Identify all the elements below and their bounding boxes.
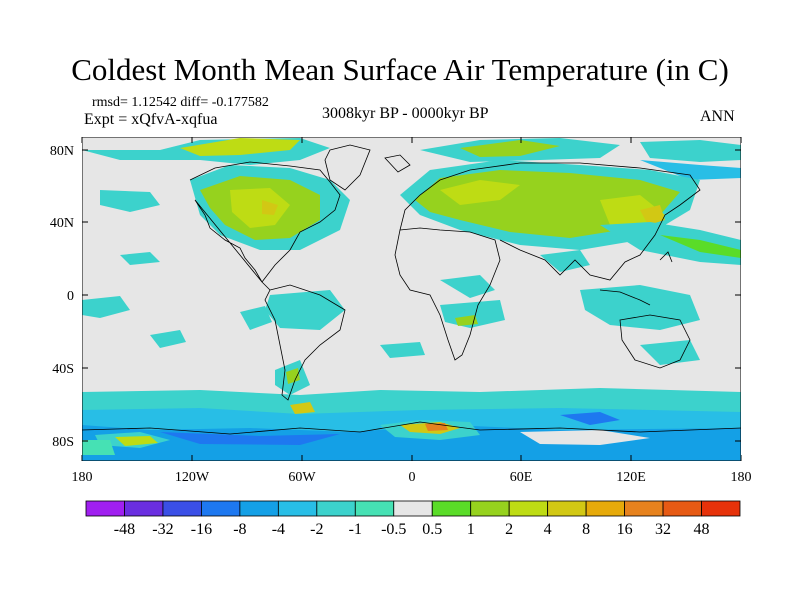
- colorbar-label: -16: [191, 521, 212, 538]
- colorbar-label: -32: [152, 521, 173, 538]
- y-tick-label: 80N: [50, 144, 74, 159]
- colorbar-swatch: [662, 500, 702, 517]
- y-axis-labels: 80N 40N 0 40S 80S: [50, 144, 74, 450]
- southern-ocean-anomaly: [82, 388, 741, 461]
- colorbar-swatch: [201, 500, 241, 517]
- colorbar-swatch: [470, 500, 510, 517]
- colorbar-swatch: [124, 500, 164, 517]
- x-tick-label: 180: [72, 470, 93, 485]
- colorbar-label: 32: [655, 521, 671, 538]
- x-tick-label: 0: [409, 470, 416, 485]
- tropical-anomaly-patches: [82, 275, 700, 395]
- colorbar-swatch: [239, 500, 279, 517]
- colorbar-label: 16: [617, 521, 633, 538]
- colorbar-swatch: [354, 500, 395, 517]
- x-tick-label: 60E: [510, 470, 533, 485]
- colorbar-swatch: [277, 500, 318, 517]
- colorbar-swatch: [508, 500, 549, 517]
- y-tick-label: 80S: [52, 435, 74, 450]
- colorbar: -48 -32 -16 -8 -4 -2 -1 -0.5 0.5 1 2 4 8 16 32 48: [85, 500, 741, 538]
- y-tick-label: 40N: [50, 216, 74, 231]
- experiment-label: Expt = xQfvA-xqfua: [84, 111, 218, 128]
- eurasia-anomaly: [400, 160, 741, 272]
- x-tick-label: 60W: [288, 470, 316, 485]
- axis-ticks: [81, 137, 742, 461]
- map-title: Coldest Month Mean Surface Air Temperatu…: [71, 52, 729, 87]
- colorbar-label: -48: [114, 521, 135, 538]
- x-axis-labels: 180 120W 60W 0 60E 120E 180: [72, 470, 752, 485]
- colorbar-swatch: [585, 500, 625, 517]
- colorbar-swatch: [547, 500, 587, 517]
- north-america-anomaly: [100, 165, 350, 265]
- colorbar-label: 0.5: [422, 521, 442, 538]
- colorbar-swatch: [393, 500, 433, 517]
- season-label: ANN: [700, 108, 735, 125]
- period-label: 3008kyr BP - 0000kyr BP: [322, 105, 489, 122]
- x-tick-label: 120E: [616, 470, 646, 485]
- y-tick-label: 0: [67, 289, 74, 304]
- colorbar-swatch: [431, 500, 472, 517]
- coastlines: [82, 144, 741, 435]
- x-tick-label: 180: [731, 470, 752, 485]
- colorbar-label: 1: [467, 521, 475, 538]
- colorbar-label: 8: [582, 521, 590, 538]
- colorbar-label: -2: [310, 521, 323, 538]
- colorbar-label: 48: [694, 521, 710, 538]
- colorbar-swatch: [162, 500, 202, 517]
- colorbar-label: -0.5: [381, 521, 406, 538]
- rmsd-stats: rmsd= 1.12542 diff= -0.177582: [92, 95, 269, 110]
- arctic-warm-band: [82, 138, 741, 180]
- colorbar-label: 4: [544, 521, 552, 538]
- colorbar-swatch: [316, 500, 356, 517]
- colorbar-label: -1: [349, 521, 362, 538]
- colorbar-label: -8: [233, 521, 246, 538]
- colorbar-swatch: [85, 500, 125, 517]
- colorbar-swatch: [701, 500, 741, 517]
- colorbar-label: -4: [272, 521, 285, 538]
- colorbar-label: 2: [505, 521, 513, 538]
- y-tick-label: 40S: [52, 362, 74, 377]
- colorbar-swatch: [624, 500, 664, 517]
- x-tick-label: 120W: [175, 470, 210, 485]
